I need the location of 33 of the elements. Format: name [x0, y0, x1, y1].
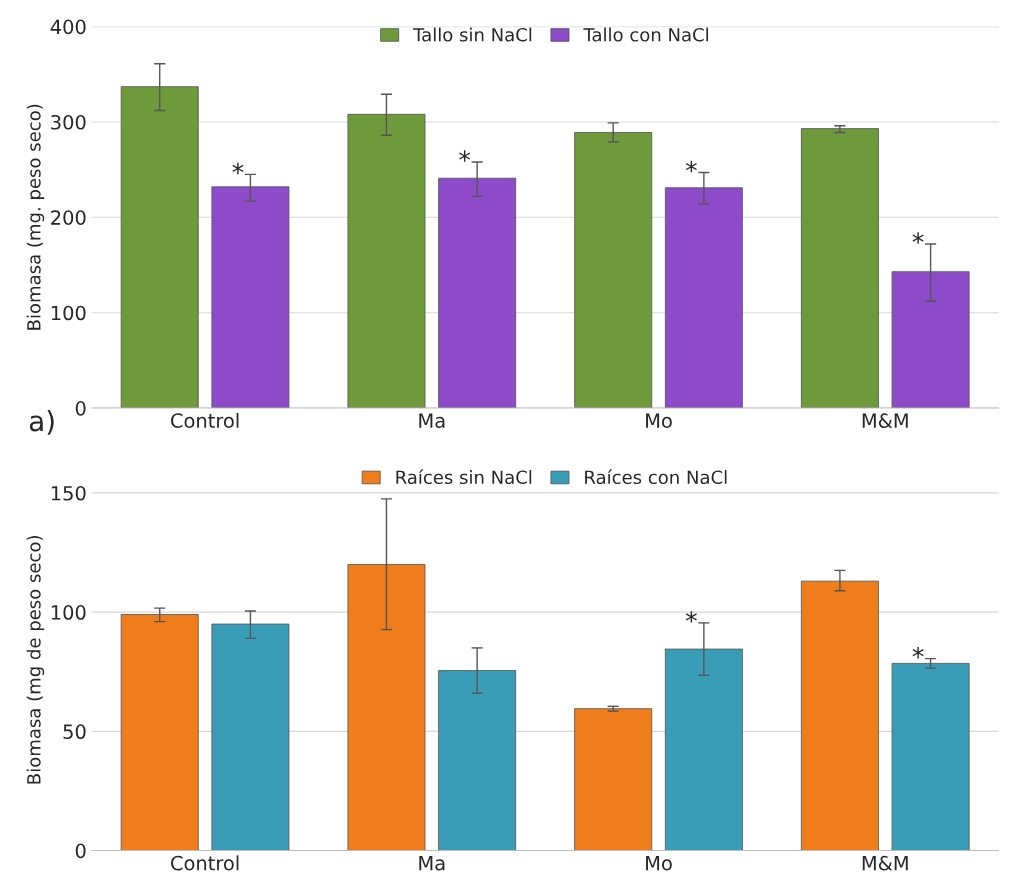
y-tick-label: 100: [51, 605, 86, 620]
y-tick-label: 100: [51, 305, 86, 321]
bar: [800, 128, 879, 409]
legend-label: Raíces sin NaCl: [396, 469, 532, 485]
x-tick-label: Mo: [646, 413, 672, 428]
bar: [574, 708, 653, 851]
y-tick-label: 200: [51, 210, 86, 225]
data-label: *: [459, 150, 471, 162]
x-tick-label: Ma: [419, 856, 445, 871]
x-tick-label: Control: [171, 855, 239, 871]
data-label: *: [685, 160, 697, 173]
data-label: *: [912, 646, 924, 659]
y-tick-label: 300: [51, 114, 86, 130]
bar: [891, 662, 970, 851]
data-label: *: [685, 611, 697, 623]
y-tick-label: 150: [51, 485, 86, 501]
y-tick-label: 400: [50, 19, 86, 35]
x-tick-label: M&M: [862, 413, 908, 428]
legend-label: Tallo sin NaCl: [413, 27, 532, 42]
data-label: *: [232, 162, 244, 175]
x-tick-label: M&M: [862, 855, 908, 871]
x-tick-label: Control: [171, 412, 239, 428]
legend-label: Raíces con NaCl: [585, 469, 727, 485]
x-tick-label: Mo: [646, 856, 672, 871]
y-tick-label: 0: [75, 401, 86, 416]
data-label: *: [912, 232, 924, 244]
y-tick-label: 0: [75, 843, 86, 859]
y-axis-title: Biomasa (mg. peso seco): [26, 104, 45, 330]
text: a): [29, 409, 54, 435]
legend-label: Tallo con NaCl: [583, 27, 709, 42]
y-tick-label: 50: [63, 724, 86, 740]
x-tick-label: Ma: [419, 413, 445, 428]
y-axis-title: Biomasa (mg de peso seco): [26, 536, 45, 784]
